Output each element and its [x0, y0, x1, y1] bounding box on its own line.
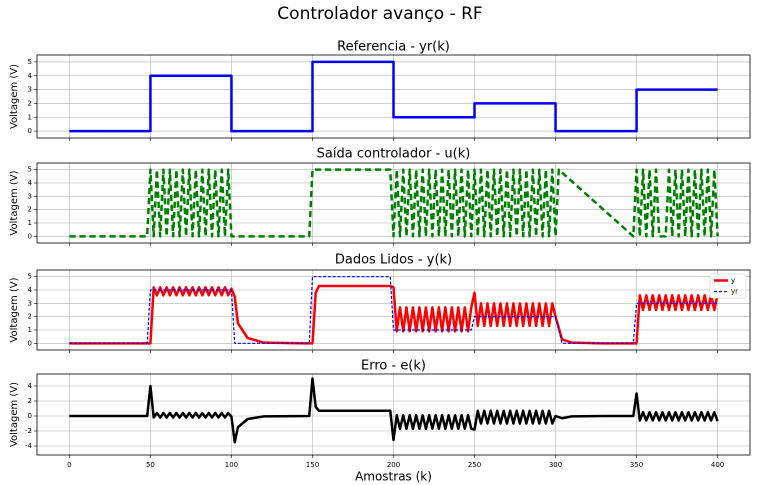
x-tick-label: 300 [549, 461, 562, 469]
y-tick-label: 2 [28, 206, 32, 214]
x-tick-label: 50 [146, 461, 155, 469]
x-tick-label: 150 [306, 461, 319, 469]
y-tick-label: 0 [28, 232, 32, 240]
panel-title: Dados Lidos - y(k) [335, 253, 452, 268]
y-tick-label: 3 [28, 86, 32, 94]
panel-title: Saída controlador - u(k) [317, 147, 471, 162]
x-tick-label: 100 [225, 461, 238, 469]
y-tick-label: 4 [28, 179, 33, 187]
y-tick-label: 4 [28, 382, 33, 390]
plot-area [69, 60, 718, 133]
y-tick-label: 3 [28, 299, 32, 307]
line-series [69, 168, 719, 238]
y-axis-label: Voltagem (V) [9, 277, 20, 342]
x-tick-label: 350 [630, 461, 643, 469]
axes-frame [36, 373, 751, 456]
line-series [69, 284, 719, 345]
legend-label: yr [731, 288, 738, 296]
panel-title: Erro - e(k) [361, 359, 426, 374]
axes-frame [36, 269, 751, 351]
panel-title: Referencia - yr(k) [337, 40, 450, 55]
legend-label: y [731, 277, 735, 285]
line-series [69, 377, 719, 444]
y-tick-label: 2 [28, 313, 32, 321]
plot-area [69, 276, 719, 345]
y-tick-label: 0 [28, 127, 32, 135]
y-tick-label: 1 [28, 326, 32, 334]
y-tick-label: 1 [28, 219, 32, 227]
figure-title: Controlador avanço - RF [277, 4, 482, 24]
x-axis-label: Amostras (k) [355, 470, 432, 484]
x-tick-label: 0 [67, 461, 71, 469]
y-tick-label: 5 [28, 166, 32, 174]
legend-box [709, 273, 747, 299]
y-tick-label: 5 [28, 58, 32, 66]
y-tick-label: -4 [25, 442, 33, 450]
y-tick-label: 0 [28, 339, 32, 347]
axes-frame [36, 54, 751, 139]
line-series [69, 276, 718, 344]
line-series [69, 60, 718, 133]
y-axis-label: Voltagem (V) [9, 382, 20, 447]
y-tick-label: 4 [28, 286, 33, 294]
y-axis-label: Voltagem (V) [9, 64, 20, 129]
x-tick-label: 400 [711, 461, 724, 469]
x-tick-label: 250 [468, 461, 481, 469]
x-tick-label: 200 [387, 461, 400, 469]
y-tick-label: 4 [28, 72, 33, 80]
y-tick-label: 3 [28, 192, 32, 200]
y-tick-label: 5 [28, 273, 32, 281]
plot-area [69, 377, 719, 444]
y-axis-label: Voltagem (V) [9, 170, 20, 235]
y-tick-label: 1 [28, 113, 32, 121]
y-tick-label: 2 [28, 397, 32, 405]
plot-area [69, 168, 719, 238]
y-tick-label: 0 [28, 412, 32, 420]
y-tick-label: -2 [25, 427, 32, 435]
y-tick-label: 2 [28, 99, 32, 107]
axes-frame [36, 162, 751, 244]
